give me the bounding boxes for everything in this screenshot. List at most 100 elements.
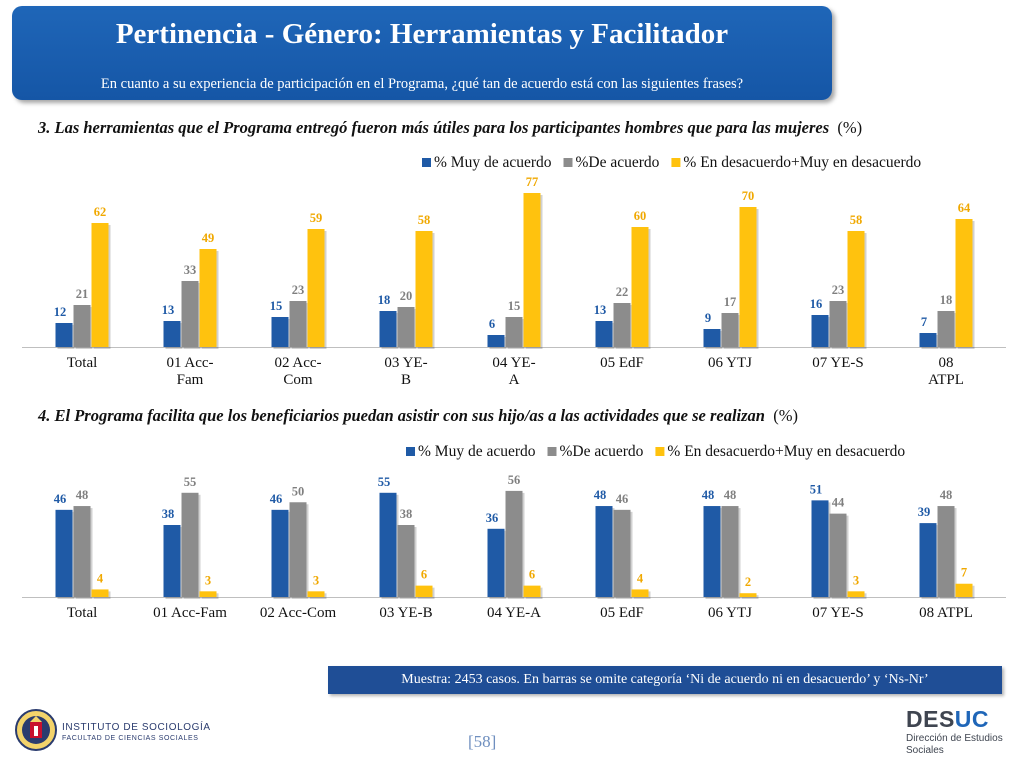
chart2-data-label-0-1: 38 <box>162 507 175 521</box>
chart2-data-label-2-7: 3 <box>853 573 859 587</box>
chart2-data-label-1-2: 50 <box>292 484 305 498</box>
chart1-tick-label-2: 02 Acc- <box>274 355 321 371</box>
chart2-svg: % Muy de acuerdo %De acuerdo % En desacuer… <box>22 443 1006 621</box>
chart1-data-label-1-7: 23 <box>832 283 845 297</box>
chart1-data-label-0-3: 18 <box>378 293 391 307</box>
chart1-data-label-0-6: 9 <box>705 311 711 325</box>
chart1-data-label-2-4: 77 <box>526 175 539 189</box>
chart2-bar-0-8 <box>919 523 937 597</box>
chart1-tick-label-1: 01 Acc- <box>166 355 213 371</box>
chart2-bar-0-0 <box>55 509 73 597</box>
chart2-bar-0-6 <box>703 506 721 597</box>
chart1-data-label-2-2: 59 <box>310 211 323 225</box>
chart1-bar-2-0 <box>91 223 109 347</box>
chart2-title: 4. El Programa facilita que los benefici… <box>38 406 765 425</box>
chart2-bar-0-5 <box>595 506 613 597</box>
chart1-legend-swatch-1 <box>563 158 573 167</box>
chart1-bar-1-2 <box>289 301 307 347</box>
chart2-tick-label-1: 01 Acc-Fam <box>153 605 227 621</box>
chart2-legend-swatch-2 <box>655 447 665 456</box>
chart2-legend-label-1: %De acuerdo <box>560 443 644 460</box>
chart2-title-row: 4. El Programa facilita que los benefici… <box>38 406 798 426</box>
chart1-data-label-0-4: 6 <box>489 317 495 331</box>
chart1-data-label-2-0: 62 <box>94 205 107 219</box>
chart2-data-label-0-6: 48 <box>702 488 715 502</box>
chart2-data-label-0-4: 36 <box>486 511 499 525</box>
chart1-tick-label-2: Com <box>283 372 313 388</box>
chart2-data-label-2-4: 6 <box>529 568 535 582</box>
chart2-legend-swatch-1 <box>547 447 557 456</box>
chart1-bar-0-6 <box>703 329 721 347</box>
page-subtitle: En cuanto a su experiencia de participac… <box>100 76 744 92</box>
chart1: % Muy de acuerdo %De acuerdo % En desacuer… <box>0 145 1024 400</box>
chart1-data-label-1-6: 17 <box>724 295 737 309</box>
chart1-data-label-0-5: 13 <box>594 303 607 317</box>
page-title: Pertinencia - Género: Herramientas y Fac… <box>115 18 729 50</box>
chart1-bar-1-7 <box>829 301 847 347</box>
desuc-subtitle: Dirección de Estudios Sociales <box>906 733 1003 756</box>
chart1-title: 3. Las herramientas que el Programa entr… <box>38 118 830 137</box>
chart2-tick-label-7: 07 YE-S <box>812 605 864 621</box>
chart1-data-label-1-4: 15 <box>508 299 521 313</box>
chart1-data-label-2-1: 49 <box>202 231 215 245</box>
chart2-data-label-0-5: 48 <box>594 488 607 502</box>
chart2-data-label-0-8: 39 <box>918 505 931 519</box>
chart1-tick-label-4: 04 YE- <box>492 355 535 371</box>
chart2-data-label-1-4: 56 <box>508 473 521 487</box>
chart1-bar-0-8 <box>919 333 937 347</box>
chart1-data-label-1-3: 20 <box>400 289 413 303</box>
chart1-tick-label-4: A <box>509 372 520 388</box>
chart2-data-label-2-3: 6 <box>421 568 427 582</box>
chart1-unit: (%) <box>837 118 863 137</box>
chart2-bar-0-7 <box>811 500 829 597</box>
chart1-bar-1-4 <box>505 317 523 347</box>
chart2-bar-0-4 <box>487 528 505 597</box>
chart2-tick-label-2: 02 Acc-Com <box>260 605 337 621</box>
chart2-bar-2-5 <box>631 589 649 597</box>
chart1-tick-label-5: 05 EdF <box>600 355 644 371</box>
chart2-legend-label-2: % En desacuerdo+Muy en desacuerdo <box>667 443 905 460</box>
chart1-tick-label-3: 03 YE- <box>384 355 427 371</box>
chart1-bar-0-1 <box>163 321 181 347</box>
chart2-tick-label-4: 04 YE-A <box>487 605 541 621</box>
chart2-bar-0-1 <box>163 525 181 597</box>
chart1-data-label-2-7: 58 <box>850 213 863 227</box>
chart1-bar-1-1 <box>181 281 199 347</box>
chart2-data-label-1-0: 48 <box>76 488 89 502</box>
chart1-data-label-0-0: 12 <box>54 305 67 319</box>
chart1-bar-2-8 <box>955 219 973 347</box>
chart1-tick-label-3: B <box>401 372 411 388</box>
chart2-data-label-2-8: 7 <box>961 566 967 580</box>
chart2-bar-2-3 <box>415 585 433 597</box>
chart2-tick-label-5: 05 EdF <box>600 605 644 621</box>
chart2-bar-2-0 <box>91 589 109 597</box>
chart1-tick-label-1: Fam <box>177 372 204 388</box>
chart2-data-label-2-2: 3 <box>313 573 319 587</box>
chart2-data-label-2-5: 4 <box>637 571 644 585</box>
chart1-data-label-2-3: 58 <box>418 213 431 227</box>
chart1-tick-label-6: 06 YTJ <box>708 355 752 371</box>
chart1-bar-0-2 <box>271 317 289 347</box>
chart1-data-label-0-1: 13 <box>162 303 175 317</box>
chart2-data-label-0-0: 46 <box>54 492 67 506</box>
chart2-data-label-0-2: 46 <box>270 492 283 506</box>
chart1-bar-2-5 <box>631 227 649 347</box>
chart1-legend-swatch-0 <box>422 158 431 167</box>
chart1-bar-1-8 <box>937 311 955 347</box>
header-banner: Pertinencia - Género: Herramientas y Fac… <box>12 6 832 100</box>
chart1-svg: % Muy de acuerdo %De acuerdo % En desacuer… <box>22 154 1006 388</box>
chart2-data-label-1-3: 38 <box>400 507 413 521</box>
chart1-legend-label-2: % En desacuerdo+Muy en desacuerdo <box>683 154 921 171</box>
chart1-bar-2-1 <box>199 249 217 347</box>
chart2-bar-1-0 <box>73 506 91 597</box>
chart2-bar-1-3 <box>397 525 415 597</box>
chart2-data-label-1-8: 48 <box>940 488 953 502</box>
chart2-tick-label-6: 06 YTJ <box>708 605 752 621</box>
instituto-logo <box>14 700 204 762</box>
chart2-legend-label-0: % Muy de acuerdo <box>418 443 536 460</box>
chart1-bar-1-5 <box>613 303 631 347</box>
chart2-bar-2-8 <box>955 583 973 597</box>
chart1-data-label-0-2: 15 <box>270 299 283 313</box>
chart1-bar-2-7 <box>847 231 865 347</box>
chart1-bar-1-0 <box>73 305 91 347</box>
